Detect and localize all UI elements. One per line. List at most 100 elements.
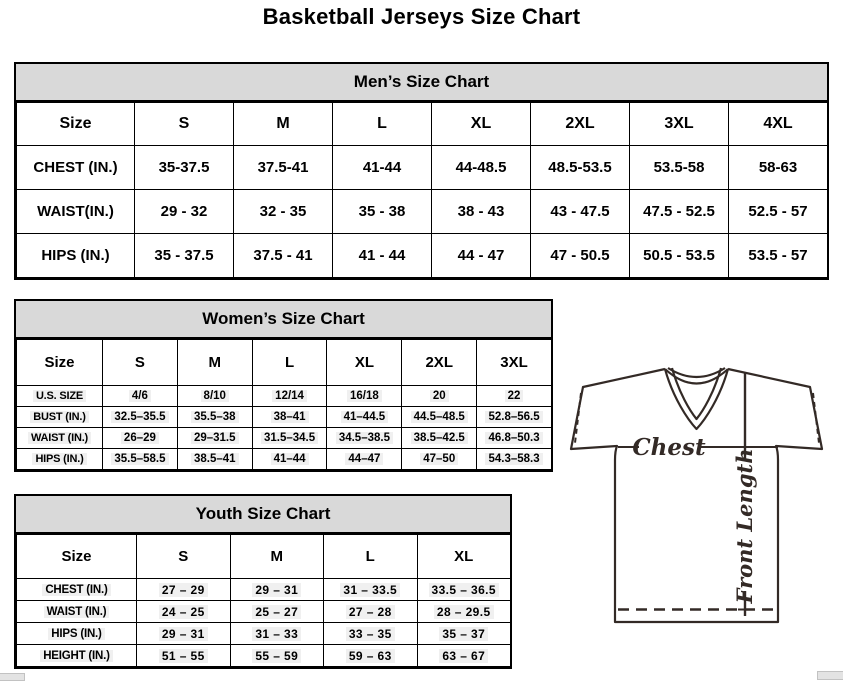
mens-cell: 50.5 - 53.5 <box>629 233 729 278</box>
youth-size-header: Size <box>16 534 137 579</box>
womens-cell: 38.5–42.5 <box>401 427 478 449</box>
womens-cell: 29–31.5 <box>176 427 253 449</box>
youth-row: HEIGHT (IN.) 51 – 55 55 – 59 59 – 63 63 – 67 <box>16 644 511 667</box>
mens-size-header: Size <box>16 102 135 146</box>
womens-cell: 41–44.5 <box>326 406 403 428</box>
womens-col-header-XL: XL <box>326 339 403 386</box>
mens-header-row: Size S M L XL 2XL 3XL 4XL <box>16 102 828 146</box>
womens-cell: 12/14 <box>251 385 328 407</box>
womens-col-header-S: S <box>102 339 178 386</box>
mens-cell: 48.5-53.5 <box>530 145 630 190</box>
womens-size-chart-section: Women’s Size Chart Size S M L XL 2XL 3XL U.S. S… <box>14 299 553 472</box>
womens-col-header-3XL: 3XL <box>476 339 552 386</box>
youth-cell: 27 – 29 <box>136 578 231 601</box>
mens-col-header-2XL: 2XL <box>530 102 630 146</box>
womens-cell: 52.8–56.5 <box>476 406 552 428</box>
womens-header-row: Size S M L XL 2XL 3XL <box>16 339 552 386</box>
mens-size-chart-section: Men’s Size Chart Size S M L XL 2XL 3XL 4XL CHEST… <box>14 62 829 280</box>
mens-cell: 35 - 38 <box>332 189 432 234</box>
womens-cell: 38.5–41 <box>176 448 253 470</box>
womens-cell: 41–44 <box>251 448 328 470</box>
youth-cell: 31 – 33 <box>229 622 324 645</box>
youth-col-header-XL: XL <box>416 534 511 579</box>
youth-cell: 59 – 63 <box>323 644 418 667</box>
chest-label: Chest <box>632 434 706 461</box>
mens-col-header-4XL: 4XL <box>728 102 828 146</box>
youth-cell: 28 – 29.5 <box>416 600 511 623</box>
womens-col-header-2XL: 2XL <box>401 339 478 386</box>
mens-col-header-M: M <box>233 102 333 146</box>
mens-row-label: WAIST(IN.) <box>16 189 135 234</box>
jersey-back-collar-arc-outer <box>664 368 729 385</box>
womens-row-label: U.S. SIZE <box>16 385 103 407</box>
youth-row-label: HIPS (IN.) <box>16 622 137 645</box>
womens-row-label: HIPS (IN.) <box>16 448 103 470</box>
womens-cell: 38–41 <box>251 406 328 428</box>
mens-cell: 58-63 <box>728 145 828 190</box>
womens-row: U.S. SIZE 4/6 8/10 12/14 16/18 20 22 <box>16 385 552 407</box>
jersey-outline <box>569 367 824 624</box>
mens-cell: 37.5 - 41 <box>233 233 333 278</box>
youth-row: CHEST (IN.) 27 – 29 29 – 31 31 – 33.5 33.5 –… <box>16 578 511 601</box>
mens-row: HIPS (IN.) 35 - 37.5 37.5 - 41 41 - 44 44 - … <box>16 233 828 278</box>
mens-chart-title: Men’s Size Chart <box>16 64 827 102</box>
youth-col-header-L: L <box>323 534 418 579</box>
mens-col-header-S: S <box>134 102 234 146</box>
womens-col-header-L: L <box>251 339 328 386</box>
womens-row: HIPS (IN.) 35.5–58.5 38.5–41 41–44 44–47 47–5… <box>16 448 552 470</box>
womens-row: WAIST (IN.) 26–29 29–31.5 31.5–34.5 34.5–38.… <box>16 427 552 449</box>
womens-cell: 16/18 <box>326 385 403 407</box>
womens-row-label: BUST (IN.) <box>16 406 103 428</box>
mens-cell: 52.5 - 57 <box>728 189 828 234</box>
womens-col-header-M: M <box>176 339 253 386</box>
jersey-measurement-diagram: Chest Front Length <box>569 367 824 624</box>
youth-cell: 25 – 27 <box>229 600 324 623</box>
youth-row-label: CHEST (IN.) <box>16 578 137 601</box>
womens-cell: 22 <box>476 385 552 407</box>
mens-cell: 32 - 35 <box>233 189 333 234</box>
womens-chart-title: Women’s Size Chart <box>16 301 551 339</box>
womens-cell: 32.5–35.5 <box>102 406 178 428</box>
youth-col-header-S: S <box>136 534 231 579</box>
mens-cell: 43 - 47.5 <box>530 189 630 234</box>
womens-cell: 44–47 <box>326 448 403 470</box>
youth-cell: 63 – 67 <box>416 644 511 667</box>
mens-cell: 53.5-58 <box>629 145 729 190</box>
womens-cell: 8/10 <box>176 385 253 407</box>
womens-cell: 34.5–38.5 <box>326 427 403 449</box>
womens-cell: 35.5–58.5 <box>102 448 178 470</box>
cutoff-ui-fragment-bottom-left <box>0 673 25 681</box>
youth-cell: 55 – 59 <box>229 644 324 667</box>
womens-cell: 26–29 <box>102 427 178 449</box>
womens-cell: 20 <box>401 385 478 407</box>
womens-cell: 44.5–48.5 <box>401 406 478 428</box>
womens-size-header: Size <box>16 339 103 386</box>
youth-cell: 35 – 37 <box>416 622 511 645</box>
youth-size-chart-section: Youth Size Chart Size S M L XL CHEST (IN.) 27 … <box>14 494 512 669</box>
mens-row: CHEST (IN.) 35-37.5 37.5-41 41-44 44-48.5 48.… <box>16 145 828 190</box>
front-length-label: Front Length <box>732 449 757 605</box>
mens-col-header-3XL: 3XL <box>629 102 729 146</box>
mens-cell: 37.5-41 <box>233 145 333 190</box>
mens-row-label: HIPS (IN.) <box>16 233 135 278</box>
youth-row: HIPS (IN.) 29 – 31 31 – 33 33 – 35 35 – 37 <box>16 622 511 645</box>
mens-cell: 53.5 - 57 <box>728 233 828 278</box>
mens-col-header-XL: XL <box>431 102 531 146</box>
womens-row-label: WAIST (IN.) <box>16 427 103 449</box>
youth-cell: 29 – 31 <box>136 622 231 645</box>
womens-size-table: Size S M L XL 2XL 3XL U.S. SIZE 4/6 8/10 12/14 16/1… <box>16 339 552 470</box>
womens-cell: 54.3–58.3 <box>476 448 552 470</box>
mens-cell: 29 - 32 <box>134 189 234 234</box>
mens-row: WAIST(IN.) 29 - 32 32 - 35 35 - 38 38 - 43 43… <box>16 189 828 234</box>
womens-cell: 4/6 <box>102 385 178 407</box>
youth-cell: 33 – 35 <box>323 622 418 645</box>
youth-row-label: HEIGHT (IN.) <box>16 644 137 667</box>
jersey-back-collar-arc-inner <box>667 367 726 379</box>
mens-cell: 44-48.5 <box>431 145 531 190</box>
mens-col-header-L: L <box>332 102 432 146</box>
mens-cell: 41 - 44 <box>332 233 432 278</box>
jersey-collar-outer <box>663 368 730 431</box>
youth-size-table: Size S M L XL CHEST (IN.) 27 – 29 29 – 31 31 – 3… <box>16 534 511 667</box>
youth-cell: 51 – 55 <box>136 644 231 667</box>
mens-row-label: CHEST (IN.) <box>16 145 135 190</box>
